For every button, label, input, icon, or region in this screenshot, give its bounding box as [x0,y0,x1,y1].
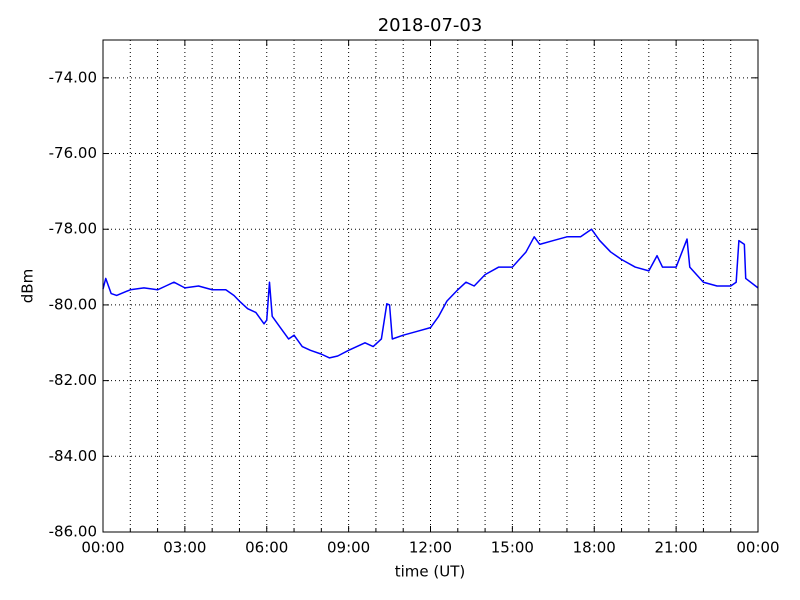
x-tick-label: 00:00 [736,539,779,557]
y-tick-label: -86.00 [49,523,97,541]
x-tick-label: 00:00 [81,539,124,557]
y-tick-label: -82.00 [49,371,97,389]
plot-frame [102,39,759,533]
chart-title: 2018-07-03 [378,15,483,36]
y-axis-label: dBm [19,269,37,303]
x-tick-label: 12:00 [409,539,452,557]
x-tick-label: 06:00 [245,539,288,557]
y-tick-label: -76.00 [49,144,97,162]
x-tick-label: 18:00 [573,539,616,557]
x-axis-label: time (UT) [395,563,466,581]
y-tick-label: -74.00 [49,68,97,86]
data-line [102,228,759,359]
y-tick-label: -80.00 [49,295,97,313]
x-tick-label: 03:00 [163,539,206,557]
x-tick-label: 09:00 [327,539,370,557]
y-tick-label: -84.00 [49,447,97,465]
y-tick-label: -78.00 [49,220,97,238]
x-tick-label: 15:00 [491,539,534,557]
x-tick-label: 21:00 [655,539,698,557]
